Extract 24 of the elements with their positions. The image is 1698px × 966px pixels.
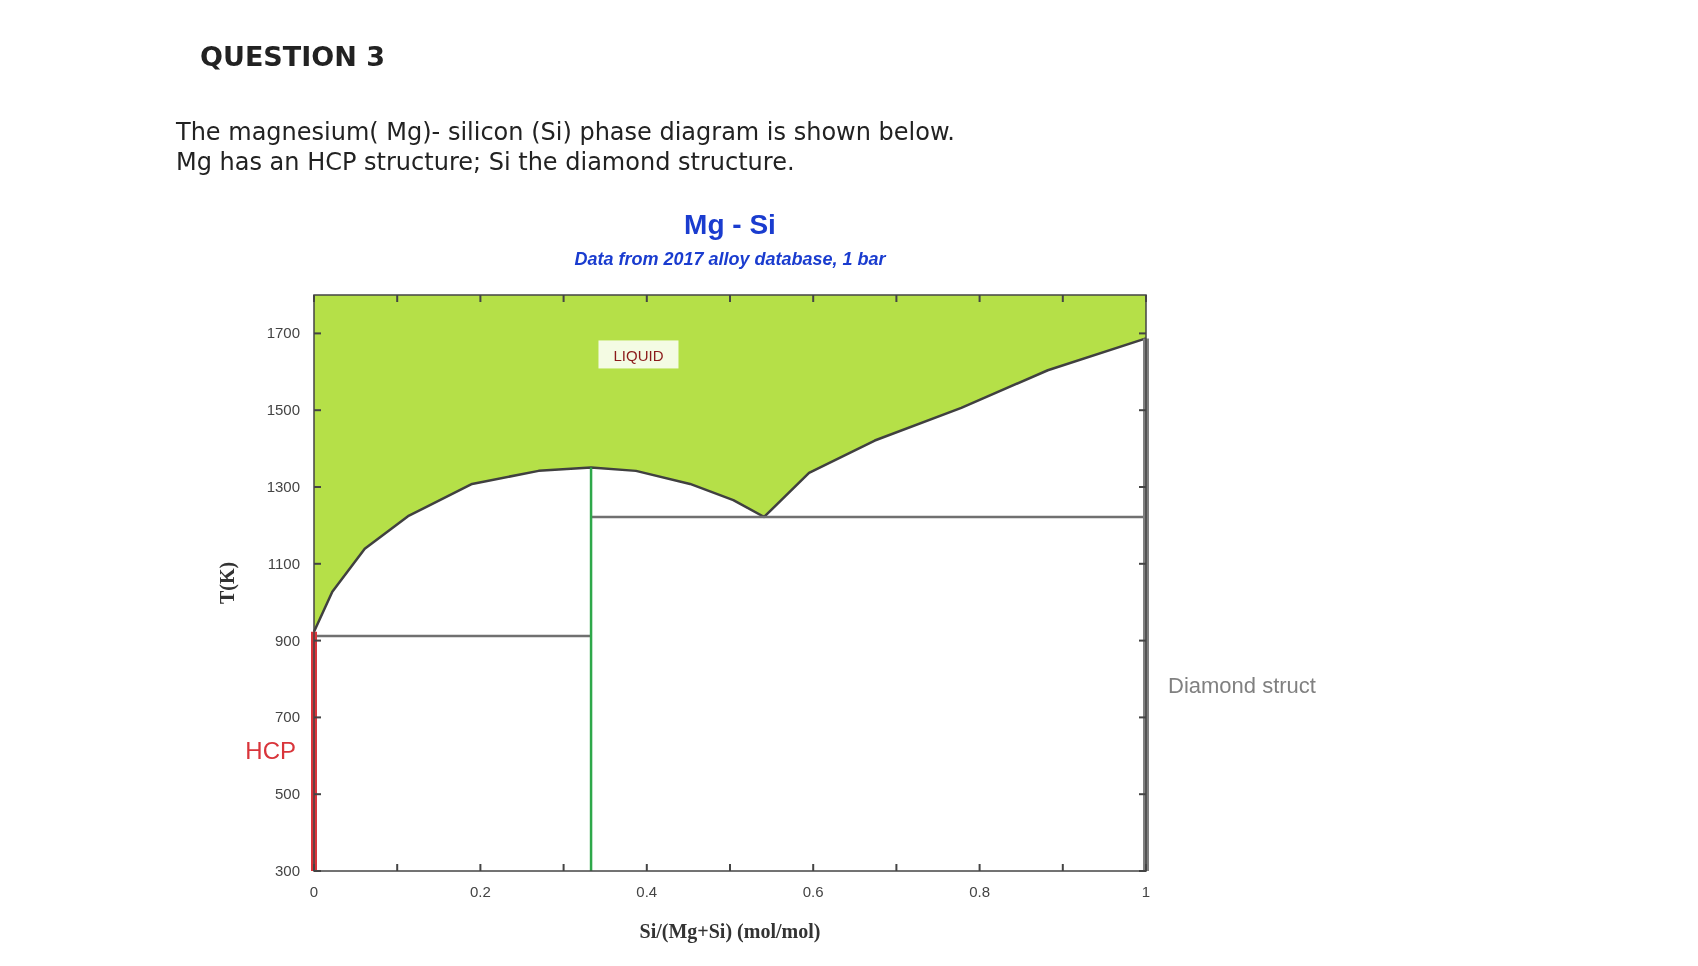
text: The magnesium( Mg)- silicon (Si) phase diagram is shown below. <box>175 118 955 146</box>
x-tick-label: 1 <box>1141 883 1151 900</box>
annotation: LIQUID <box>613 347 664 365</box>
y-axis-title: T(K) <box>216 561 239 605</box>
series-label: HCP <box>245 737 296 765</box>
text: QUESTION 3 <box>200 41 385 72</box>
x-tick-label: 0.8 <box>969 883 991 900</box>
y-tick-label: 500 <box>274 785 300 803</box>
x-tick-label: 0.2 <box>469 883 491 900</box>
x-tick-label: 0.6 <box>802 883 824 900</box>
series-label: Diamond struct <box>1168 672 1316 698</box>
x-tick-label: 0.4 <box>636 883 658 900</box>
chart-title: Mg - Si <box>684 209 776 240</box>
x-axis-title: Si/(Mg+Si) (mol/mol) <box>639 920 821 943</box>
y-tick-label: 700 <box>274 708 300 726</box>
y-tick-label: 1500 <box>266 401 300 419</box>
text: Mg has an HCP structure; Si the diamond structure. <box>176 148 795 176</box>
y-tick-label: 1300 <box>266 478 300 495</box>
y-tick-label: 1700 <box>266 324 300 342</box>
x-tick-label: 0 <box>309 883 319 900</box>
y-tick-label: 900 <box>274 631 300 649</box>
chart-subtitle: Data from 2017 alloy database, 1 bar <box>574 249 887 269</box>
y-tick-label: 1100 <box>267 554 300 572</box>
y-tick-label: 300 <box>274 862 300 879</box>
